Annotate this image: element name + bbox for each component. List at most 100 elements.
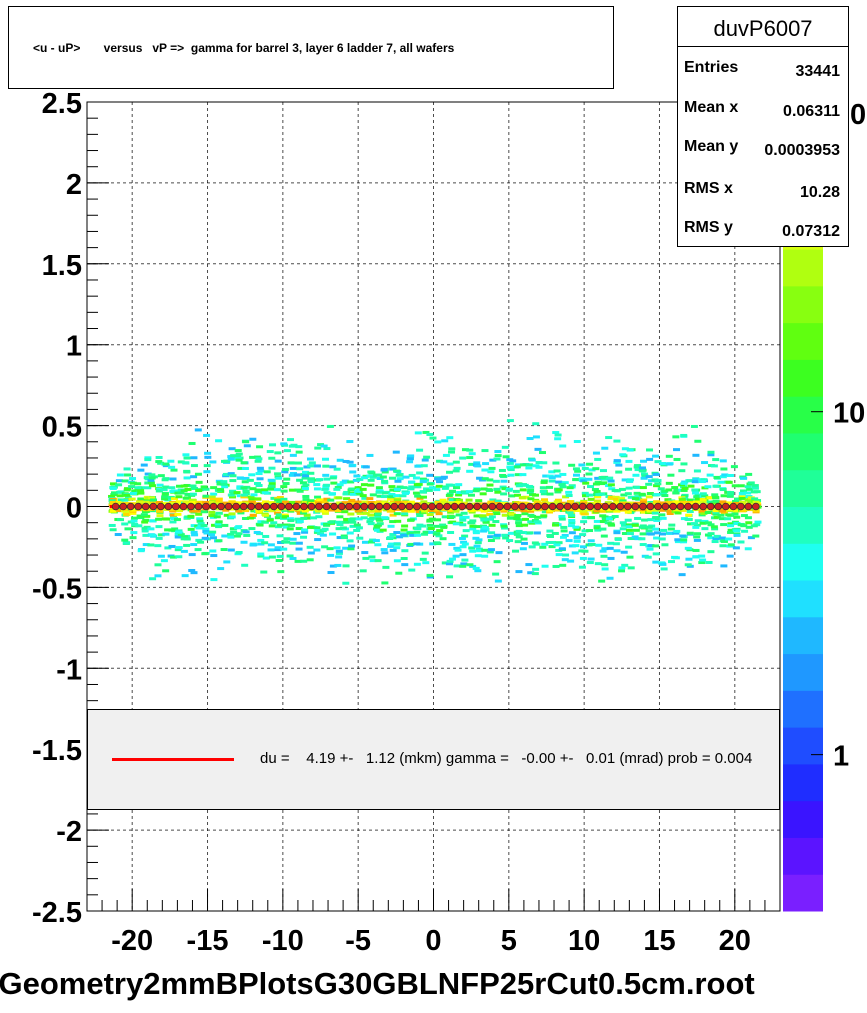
heatmap-cell bbox=[322, 483, 330, 487]
heatmap-cell bbox=[552, 461, 560, 465]
heatmap-cell bbox=[327, 498, 335, 502]
heatmap-cell bbox=[512, 489, 520, 493]
heatmap-cell bbox=[718, 536, 726, 540]
heatmap-cell bbox=[514, 540, 522, 544]
heatmap-cell bbox=[329, 465, 337, 469]
heatmap-cell bbox=[303, 465, 311, 469]
heatmap-cell bbox=[128, 497, 136, 501]
heatmap-cell bbox=[407, 518, 415, 522]
heatmap-cell bbox=[256, 523, 264, 527]
heatmap-cell bbox=[733, 522, 741, 526]
heatmap-cell bbox=[534, 447, 542, 451]
heatmap-cell bbox=[427, 509, 435, 513]
heatmap-cell bbox=[228, 512, 236, 516]
heatmap-cell bbox=[262, 556, 270, 560]
heatmap-cell bbox=[680, 538, 688, 542]
heatmap-cell bbox=[554, 490, 562, 494]
heatmap-cell bbox=[555, 553, 563, 557]
heatmap-cell bbox=[720, 494, 728, 498]
heatmap-cell bbox=[321, 545, 329, 549]
heatmap-cell bbox=[468, 462, 476, 466]
profile-point bbox=[292, 502, 301, 511]
heatmap-cell bbox=[277, 570, 285, 574]
heatmap-cell bbox=[732, 508, 740, 512]
heatmap-cell bbox=[144, 496, 152, 500]
heatmap-cell bbox=[693, 538, 701, 542]
heatmap-cell bbox=[541, 498, 549, 502]
heatmap-cell bbox=[717, 480, 725, 484]
heatmap-cell bbox=[694, 439, 702, 443]
heatmap-cell bbox=[209, 460, 217, 464]
heatmap-cell bbox=[620, 502, 628, 506]
profile-point bbox=[382, 502, 391, 511]
heatmap-cell bbox=[737, 484, 745, 488]
heatmap-cell bbox=[645, 475, 653, 479]
heatmap-cell bbox=[183, 496, 191, 500]
heatmap-cell bbox=[486, 550, 494, 554]
heatmap-cell bbox=[115, 479, 123, 483]
heatmap-cell bbox=[414, 464, 422, 468]
heatmap-cell bbox=[408, 473, 416, 477]
heatmap-cell bbox=[593, 509, 601, 513]
heatmap-cell bbox=[144, 486, 152, 490]
heatmap-cell bbox=[639, 486, 647, 490]
heatmap-cell bbox=[706, 473, 714, 477]
heatmap-cell bbox=[666, 511, 674, 515]
heatmap-cell bbox=[415, 482, 423, 486]
heatmap-cell bbox=[237, 466, 245, 470]
profile-point bbox=[277, 502, 286, 511]
heatmap-cell bbox=[276, 534, 284, 538]
heatmap-cell bbox=[217, 567, 225, 571]
heatmap-cell bbox=[613, 460, 621, 464]
heatmap-cell bbox=[221, 534, 229, 538]
heatmap-cell bbox=[680, 462, 688, 466]
heatmap-cell bbox=[316, 478, 324, 482]
heatmap-cell bbox=[673, 507, 681, 511]
heatmap-cell bbox=[494, 454, 502, 458]
heatmap-cell bbox=[657, 487, 665, 491]
heatmap-cell bbox=[573, 527, 581, 531]
heatmap-cell bbox=[699, 509, 707, 513]
heatmap-cell bbox=[692, 548, 700, 552]
heatmap-cell bbox=[333, 546, 341, 550]
heatmap-cell bbox=[416, 496, 424, 500]
heatmap-cell bbox=[731, 512, 739, 516]
heatmap-cell bbox=[727, 524, 735, 528]
heatmap-cell bbox=[242, 489, 250, 493]
colorbar-segment bbox=[783, 506, 823, 544]
heatmap-cell bbox=[522, 495, 530, 499]
profile-point bbox=[352, 502, 361, 511]
heatmap-cell bbox=[526, 531, 534, 535]
heatmap-cell bbox=[469, 524, 477, 528]
heatmap-cell bbox=[144, 481, 152, 485]
heatmap-cell bbox=[369, 538, 377, 542]
heatmap-cell bbox=[401, 490, 409, 494]
heatmap-cell bbox=[546, 510, 554, 514]
heatmap-cell bbox=[668, 523, 676, 527]
heatmap-cell bbox=[289, 472, 297, 476]
heatmap-cell bbox=[137, 491, 145, 495]
heatmap-cell bbox=[541, 564, 549, 568]
heatmap-cell bbox=[175, 546, 183, 550]
heatmap-cell bbox=[594, 480, 602, 484]
heatmap-cell bbox=[347, 547, 355, 551]
heatmap-cell bbox=[552, 431, 560, 435]
heatmap-cell bbox=[567, 559, 575, 563]
x-tick-label: -10 bbox=[262, 925, 304, 957]
heatmap-cell bbox=[585, 493, 593, 497]
profile-point bbox=[270, 502, 278, 511]
heatmap-cell bbox=[686, 510, 694, 514]
heatmap-cell bbox=[448, 489, 456, 493]
x-tick-label: -5 bbox=[345, 925, 371, 957]
heatmap-cell bbox=[328, 508, 336, 512]
heatmap-cell bbox=[613, 508, 621, 512]
heatmap-cell bbox=[315, 515, 323, 519]
heatmap-cell bbox=[349, 492, 357, 496]
heatmap-cell bbox=[256, 477, 264, 481]
heatmap-cell bbox=[235, 509, 243, 513]
heatmap-cell bbox=[548, 470, 556, 474]
heatmap-cell bbox=[174, 548, 182, 552]
heatmap-cell bbox=[573, 536, 581, 540]
heatmap-cell bbox=[323, 523, 331, 527]
heatmap-cell bbox=[209, 549, 217, 553]
